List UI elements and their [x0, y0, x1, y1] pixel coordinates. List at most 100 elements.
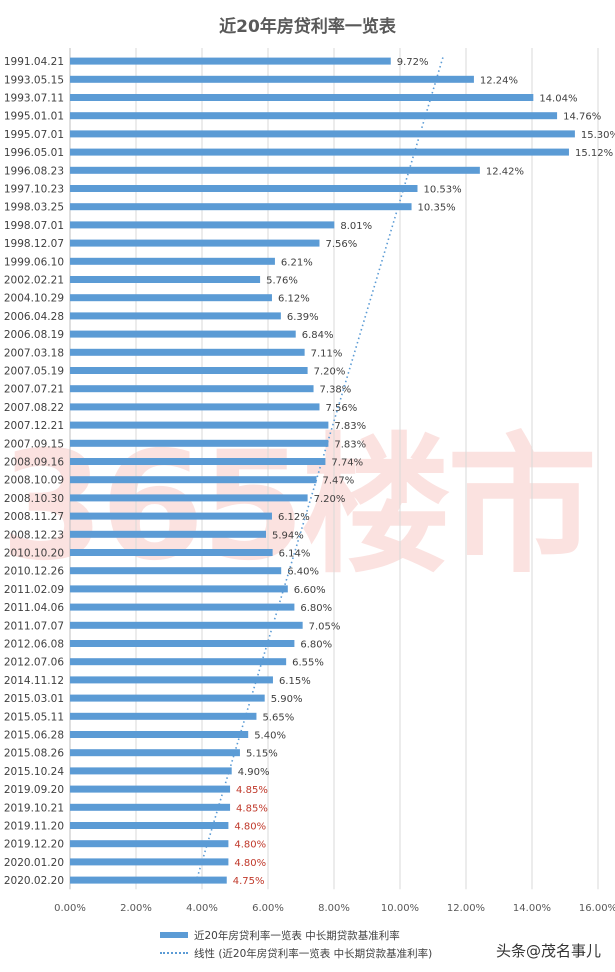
category-label: 2011.04.06 — [4, 602, 64, 614]
data-label: 4.80% — [234, 822, 266, 833]
x-tick-label: 14.00% — [513, 903, 551, 914]
category-label: 2007.05.19 — [4, 366, 64, 378]
category-label: 2015.03.01 — [4, 693, 64, 705]
data-label: 7.56% — [325, 239, 357, 250]
data-label: 15.30% — [581, 130, 615, 141]
category-label: 2007.07.21 — [4, 384, 64, 396]
data-label: 8.01% — [340, 221, 372, 232]
data-label: 6.84% — [302, 330, 334, 341]
bar — [70, 439, 329, 447]
data-label: 6.55% — [292, 658, 324, 669]
data-label: 4.90% — [238, 767, 270, 778]
bar — [70, 749, 240, 757]
bar — [70, 694, 265, 702]
category-label: 2008.10.09 — [4, 475, 64, 487]
bar — [70, 257, 275, 265]
category-label: 2007.09.15 — [4, 438, 64, 450]
bar — [70, 512, 272, 520]
category-label: 1995.01.01 — [4, 111, 64, 123]
data-label: 4.85% — [236, 785, 268, 796]
category-label: 2004.10.29 — [4, 293, 64, 305]
bar — [70, 348, 305, 356]
data-label: 6.21% — [281, 257, 313, 268]
bar — [70, 130, 575, 138]
category-label: 1996.08.23 — [4, 165, 64, 177]
data-label: 7.05% — [309, 621, 341, 632]
data-label: 10.53% — [423, 185, 461, 196]
data-label: 7.20% — [314, 494, 346, 505]
trendline — [194, 57, 444, 884]
bar — [70, 367, 308, 374]
data-label: 6.40% — [287, 567, 319, 578]
legend-item-trend: 线性 (近20年房贷利率一览表 中长期贷款基准利率) — [160, 944, 432, 962]
category-label: 2010.12.26 — [4, 566, 64, 578]
bar — [70, 458, 326, 465]
data-label: 4.80% — [234, 840, 266, 851]
bar — [70, 112, 558, 120]
data-label: 12.42% — [486, 166, 524, 177]
category-label: 2014.11.12 — [4, 675, 64, 687]
category-label: 2008.09.16 — [4, 457, 64, 469]
bar — [70, 530, 267, 538]
bar — [70, 276, 261, 283]
bar — [70, 239, 320, 247]
x-tick-label: 16.00% — [579, 903, 615, 914]
legend-bar-swatch — [160, 932, 188, 938]
x-tick-label: 0.00% — [54, 903, 86, 914]
category-label: 2011.07.07 — [4, 620, 64, 632]
data-label: 5.90% — [271, 694, 303, 705]
category-label: 2012.06.08 — [4, 639, 64, 651]
x-tick-label: 4.00% — [186, 903, 218, 914]
bar — [70, 476, 317, 484]
bar — [70, 75, 474, 83]
category-label: 1997.10.23 — [4, 184, 64, 196]
category-label: 2006.04.28 — [4, 311, 64, 323]
bar — [70, 658, 287, 666]
bar — [70, 166, 480, 174]
bar — [70, 876, 227, 884]
bar — [70, 294, 272, 302]
category-label: 2019.11.20 — [4, 821, 64, 833]
credit-text: 头条@茂名事儿 — [495, 942, 601, 960]
category-label: 2008.11.27 — [4, 511, 64, 523]
data-label: 7.56% — [325, 403, 357, 414]
data-label: 6.12% — [278, 294, 310, 305]
data-label: 14.04% — [539, 94, 577, 105]
bar — [70, 858, 229, 866]
chart-title: 近20年房贷利率一览表 — [219, 17, 396, 37]
data-label: 12.24% — [480, 75, 518, 86]
data-label: 6.15% — [279, 676, 311, 687]
bar — [70, 731, 249, 738]
category-label: 2008.10.30 — [4, 493, 64, 505]
bar — [70, 203, 412, 211]
category-label: 2006.08.19 — [4, 329, 64, 341]
data-label: 4.85% — [236, 803, 268, 814]
legend-trend-label: 线性 (近20年房贷利率一览表 中长期贷款基准利率) — [194, 947, 433, 960]
category-label: 2015.05.11 — [4, 711, 64, 723]
category-label: 2015.08.26 — [4, 748, 64, 760]
x-tick-label: 10.00% — [381, 903, 419, 914]
category-label: 2020.01.20 — [4, 857, 64, 869]
category-label: 2012.07.06 — [4, 657, 64, 669]
bar — [70, 148, 569, 156]
bar — [70, 621, 303, 629]
bar — [70, 312, 281, 320]
data-label: 5.15% — [246, 749, 278, 760]
category-label: 1998.12.07 — [4, 238, 64, 250]
category-label: 2019.10.21 — [4, 802, 64, 814]
category-label: 2011.02.09 — [4, 584, 64, 596]
category-label: 1991.04.21 — [4, 56, 64, 68]
bar — [70, 585, 288, 593]
bar — [70, 385, 314, 393]
data-label: 5.76% — [266, 276, 298, 287]
bar — [70, 494, 308, 502]
bar — [70, 567, 282, 575]
category-label: 1999.06.10 — [4, 256, 64, 268]
data-label: 4.75% — [233, 876, 265, 887]
legend-item-series: 近20年房贷利率一览表 中长期贷款基准利率 — [160, 926, 432, 944]
bar — [70, 785, 231, 793]
bar — [70, 185, 418, 192]
category-label: 1996.05.01 — [4, 147, 64, 159]
data-label: 7.74% — [331, 458, 363, 469]
